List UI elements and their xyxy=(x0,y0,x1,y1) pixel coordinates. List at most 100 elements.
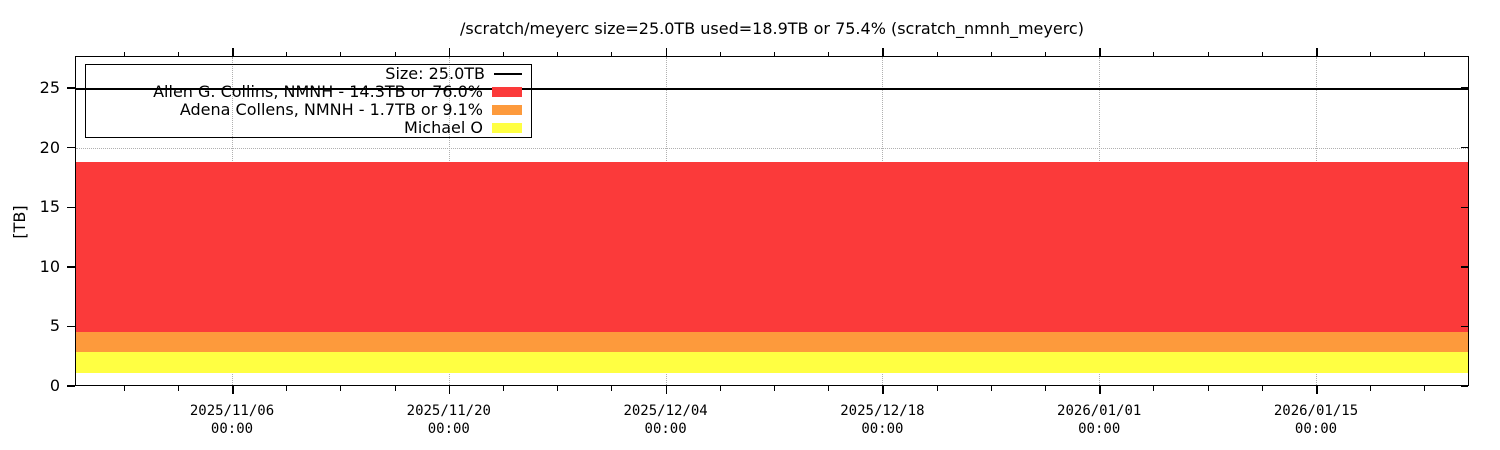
y-axis-tick xyxy=(67,385,75,387)
y-tick-label: 10 xyxy=(39,256,60,276)
x-axis-tick xyxy=(1153,386,1155,391)
x-axis-tick xyxy=(232,386,234,394)
y-axis-tick-right xyxy=(1460,385,1468,387)
usage-band xyxy=(76,161,1468,333)
x-axis-tick-top xyxy=(1316,48,1318,56)
x-axis-tick-top xyxy=(990,51,992,56)
y-axis-tick-right xyxy=(1460,206,1468,209)
x-axis-tick-top xyxy=(340,51,342,56)
x-tick-date: 2025/12/18 xyxy=(840,403,925,419)
y-axis-tick-right xyxy=(1460,325,1468,328)
x-axis-tick xyxy=(394,386,396,391)
x-tick-time: 00:00 xyxy=(210,421,254,437)
x-axis-tick xyxy=(1316,386,1318,394)
x-axis-tick-top xyxy=(882,48,884,56)
x-axis-tick-top xyxy=(828,51,830,56)
x-axis-tick xyxy=(774,386,775,391)
x-axis-tick xyxy=(448,386,451,394)
legend-label: Adena Collens, NMNH - 1.7TB or 9.1% xyxy=(179,100,483,119)
x-axis-tick-top xyxy=(448,48,451,56)
x-axis-tick-top xyxy=(394,51,396,56)
x-axis-tick-top xyxy=(936,51,938,56)
x-axis-tick-top xyxy=(232,48,234,56)
plot-area xyxy=(75,56,1469,386)
x-axis-tick xyxy=(340,386,342,391)
legend-label: Michael O xyxy=(404,118,483,137)
x-axis-tick xyxy=(828,386,830,391)
y-axis-tick xyxy=(67,146,75,149)
x-tick-time: 00:00 xyxy=(427,421,470,437)
legend: Size: 25.0TB Allen G. Collins, NMNH - 14… xyxy=(85,64,532,138)
x-axis-tick-top xyxy=(774,51,775,56)
legend-line-sample xyxy=(494,73,522,75)
x-axis-tick-top xyxy=(503,51,504,56)
legend-entry: Michael O xyxy=(86,119,531,137)
x-tick-date: 2025/12/04 xyxy=(623,403,708,419)
x-axis-tick-top xyxy=(1261,51,1263,56)
y-axis-tick-right xyxy=(1460,266,1468,268)
x-axis-tick xyxy=(503,386,504,391)
x-tick-label: 2026/01/15 00:00 xyxy=(1246,402,1386,438)
x-tick-time: 00:00 xyxy=(861,421,904,437)
x-tick-time: 00:00 xyxy=(1078,421,1121,437)
legend-entry: Adena Collens, NMNH - 1.7TB or 9.1% xyxy=(86,101,531,119)
x-axis-tick xyxy=(990,386,992,391)
x-tick-label: 2025/12/18 00:00 xyxy=(812,402,952,438)
x-axis-tick-top xyxy=(665,48,668,56)
x-axis-tick xyxy=(719,386,721,391)
x-tick-label: 2026/01/01 00:00 xyxy=(1029,402,1169,438)
x-axis-tick xyxy=(611,386,613,391)
x-axis-tick-top xyxy=(1153,51,1155,56)
horizontal-gridline xyxy=(76,147,1468,149)
x-axis-tick xyxy=(1424,386,1426,391)
legend-color-swatch xyxy=(492,123,522,133)
x-axis-tick-top xyxy=(1424,51,1426,56)
x-axis-tick-top xyxy=(123,51,125,56)
y-axis-tick-right xyxy=(1460,146,1468,149)
x-axis-tick-top xyxy=(1370,51,1372,56)
x-axis-tick xyxy=(557,386,559,391)
x-tick-label: 2025/11/06 00:00 xyxy=(162,402,302,438)
x-axis-tick-top xyxy=(1207,51,1209,56)
x-tick-date: 2026/01/01 xyxy=(1057,403,1142,419)
y-tick-label: 25 xyxy=(39,78,60,98)
x-axis-tick-top xyxy=(611,51,613,56)
x-axis-tick-top xyxy=(1099,48,1101,56)
y-axis-tick xyxy=(67,206,75,209)
x-axis-tick xyxy=(1370,386,1372,391)
y-axis-tick-right xyxy=(1460,87,1468,89)
legend-color-swatch xyxy=(492,105,522,115)
legend-label: Size: 25.0TB xyxy=(385,64,485,83)
x-axis-tick xyxy=(123,386,125,391)
x-tick-label: 2025/11/20 00:00 xyxy=(379,402,519,438)
x-axis-tick xyxy=(936,386,938,391)
x-tick-time: 00:00 xyxy=(1294,421,1338,437)
legend-label: Allen G. Collins, NMNH - 14.3TB or 76.0% xyxy=(153,82,483,101)
x-axis-tick xyxy=(665,386,668,394)
usage-band xyxy=(76,352,1468,373)
x-axis-tick xyxy=(1099,386,1101,394)
y-axis-tick xyxy=(67,266,75,268)
x-axis-tick-top xyxy=(557,51,559,56)
x-tick-date: 2026/01/15 xyxy=(1273,403,1359,419)
x-axis-tick-top xyxy=(177,51,179,56)
x-axis-tick xyxy=(882,386,884,394)
x-axis-tick xyxy=(177,386,179,391)
x-tick-date: 2025/11/06 xyxy=(189,403,275,419)
legend-color-swatch xyxy=(492,87,522,97)
x-axis-tick xyxy=(286,386,288,391)
chart-title: /scratch/meyerc size=25.0TB used=18.9TB … xyxy=(460,19,1084,38)
x-axis-tick xyxy=(1207,386,1209,391)
usage-band xyxy=(76,332,1468,353)
legend-entry: Size: 25.0TB xyxy=(86,65,531,83)
x-tick-label: 2025/12/04 00:00 xyxy=(596,402,736,438)
x-axis-tick-top xyxy=(719,51,721,56)
y-tick-label: 20 xyxy=(39,137,60,157)
size-limit-line xyxy=(76,88,1468,91)
legend-entry: Allen G. Collins, NMNH - 14.3TB or 76.0% xyxy=(86,83,531,101)
x-tick-time: 00:00 xyxy=(644,421,687,437)
y-axis-tick xyxy=(67,87,75,89)
y-tick-label: 5 xyxy=(49,316,60,336)
x-axis-tick xyxy=(1045,386,1046,391)
